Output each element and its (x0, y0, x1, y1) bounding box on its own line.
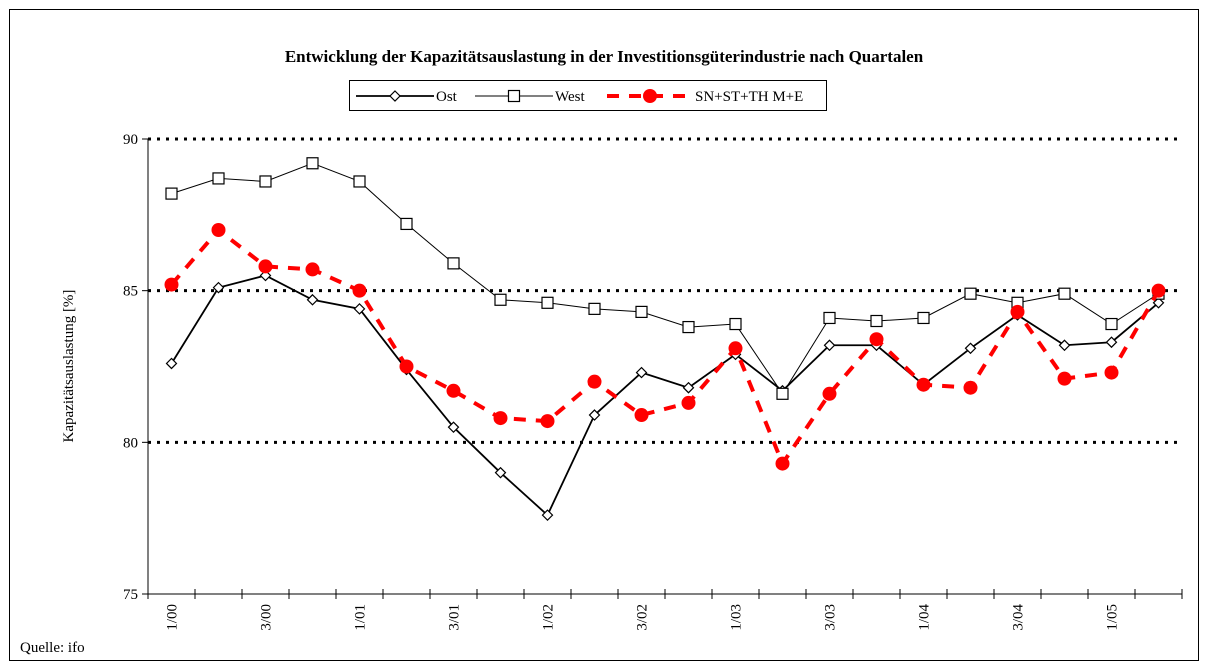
data-point (212, 281, 225, 294)
data-point (541, 509, 554, 521)
data-point (634, 408, 649, 423)
data-point (682, 320, 695, 334)
data-point (306, 157, 319, 170)
legend-label: SN+ST+TH M+E (695, 89, 803, 105)
x-tick-label: 3/01 (447, 604, 463, 631)
data-point (823, 339, 836, 352)
data-point (775, 456, 790, 471)
series-line (170, 274, 1160, 517)
data-point (353, 175, 366, 188)
data-point (259, 269, 272, 282)
data-point (916, 377, 931, 392)
data-point (681, 395, 696, 410)
data-point (165, 357, 178, 370)
x-tick-label: 3/04 (1011, 604, 1027, 631)
data-point (493, 411, 508, 426)
data-point (1152, 296, 1165, 309)
data-point (541, 296, 554, 309)
data-point (869, 332, 884, 347)
x-tick-label: 1/04 (917, 604, 933, 631)
data-point (682, 381, 695, 394)
y-tick-label: 80 (123, 435, 138, 451)
data-point (447, 421, 460, 434)
data-point (305, 262, 320, 277)
data-point (1057, 371, 1072, 386)
y-tick-label: 90 (123, 132, 138, 148)
data-point (823, 311, 836, 325)
chart-title: Entwicklung der Kapazitätsauslastung in … (285, 47, 924, 66)
data-point (1058, 287, 1071, 300)
data-point (1105, 317, 1118, 331)
x-tick-label: 3/00 (259, 604, 275, 631)
data-point (447, 257, 460, 270)
data-point (964, 342, 977, 355)
data-point (588, 302, 601, 315)
source: Quelle: ifo (20, 640, 85, 656)
data-point (400, 217, 413, 231)
legend-marker (389, 90, 401, 102)
data-point (258, 259, 273, 274)
data-point (494, 466, 507, 479)
y-tick-label: 85 (123, 284, 138, 300)
data-point (399, 359, 414, 374)
data-point (635, 305, 648, 318)
data-point (1151, 283, 1166, 298)
data-point (1010, 304, 1025, 319)
data-point (729, 317, 742, 331)
chart-border (9, 9, 1199, 661)
data-point (1105, 336, 1118, 349)
data-point (776, 387, 789, 400)
data-point (164, 277, 179, 292)
series-line (171, 162, 1159, 395)
legend-label: West (555, 89, 585, 105)
data-point (306, 293, 319, 306)
data-point (870, 314, 883, 328)
data-point (964, 287, 977, 300)
x-tick-label: 1/00 (165, 604, 181, 631)
legend-marker (643, 89, 657, 103)
x-tick-label: 1/05 (1105, 604, 1121, 631)
data-point (1058, 339, 1071, 352)
legend-label: Ost (436, 89, 458, 105)
data-point (963, 380, 978, 395)
series-line (169, 227, 1161, 468)
data-point (587, 374, 602, 389)
y-axis-label: Kapazitätsauslastung [%] (61, 290, 77, 443)
x-tick-label: 1/01 (353, 604, 369, 631)
data-point (165, 187, 178, 200)
data-point (588, 409, 601, 421)
y-tick-label: 75 (123, 587, 138, 603)
data-point (211, 223, 226, 237)
x-tick-label: 3/03 (823, 604, 839, 631)
data-point (635, 366, 648, 379)
data-point (728, 341, 743, 356)
data-point (446, 383, 461, 398)
data-point (1104, 365, 1119, 380)
data-point (353, 303, 366, 315)
legend: Ost West SN+ST+TH M+E (349, 80, 827, 111)
x-tick-label: 1/03 (729, 604, 745, 631)
data-point (917, 311, 930, 325)
x-tick-label: 3/02 (635, 604, 651, 631)
data-point (822, 386, 837, 401)
data-point (259, 175, 272, 188)
x-tick-label: 1/02 (541, 604, 557, 631)
legend-marker (507, 89, 521, 103)
data-point (212, 172, 225, 185)
data-point (352, 283, 367, 298)
data-point (494, 293, 507, 306)
data-point (540, 414, 555, 429)
